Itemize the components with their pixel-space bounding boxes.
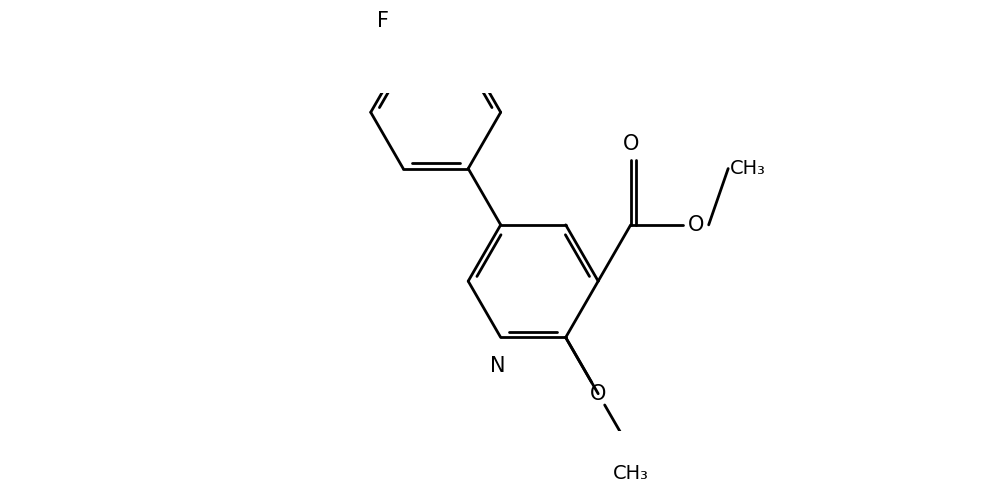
- Text: CH₃: CH₃: [729, 159, 764, 178]
- Text: O: O: [590, 384, 606, 404]
- Text: CH₃: CH₃: [612, 465, 648, 483]
- Text: O: O: [622, 134, 638, 154]
- Text: N: N: [489, 356, 505, 376]
- Text: O: O: [687, 215, 703, 235]
- Text: F: F: [377, 11, 389, 31]
